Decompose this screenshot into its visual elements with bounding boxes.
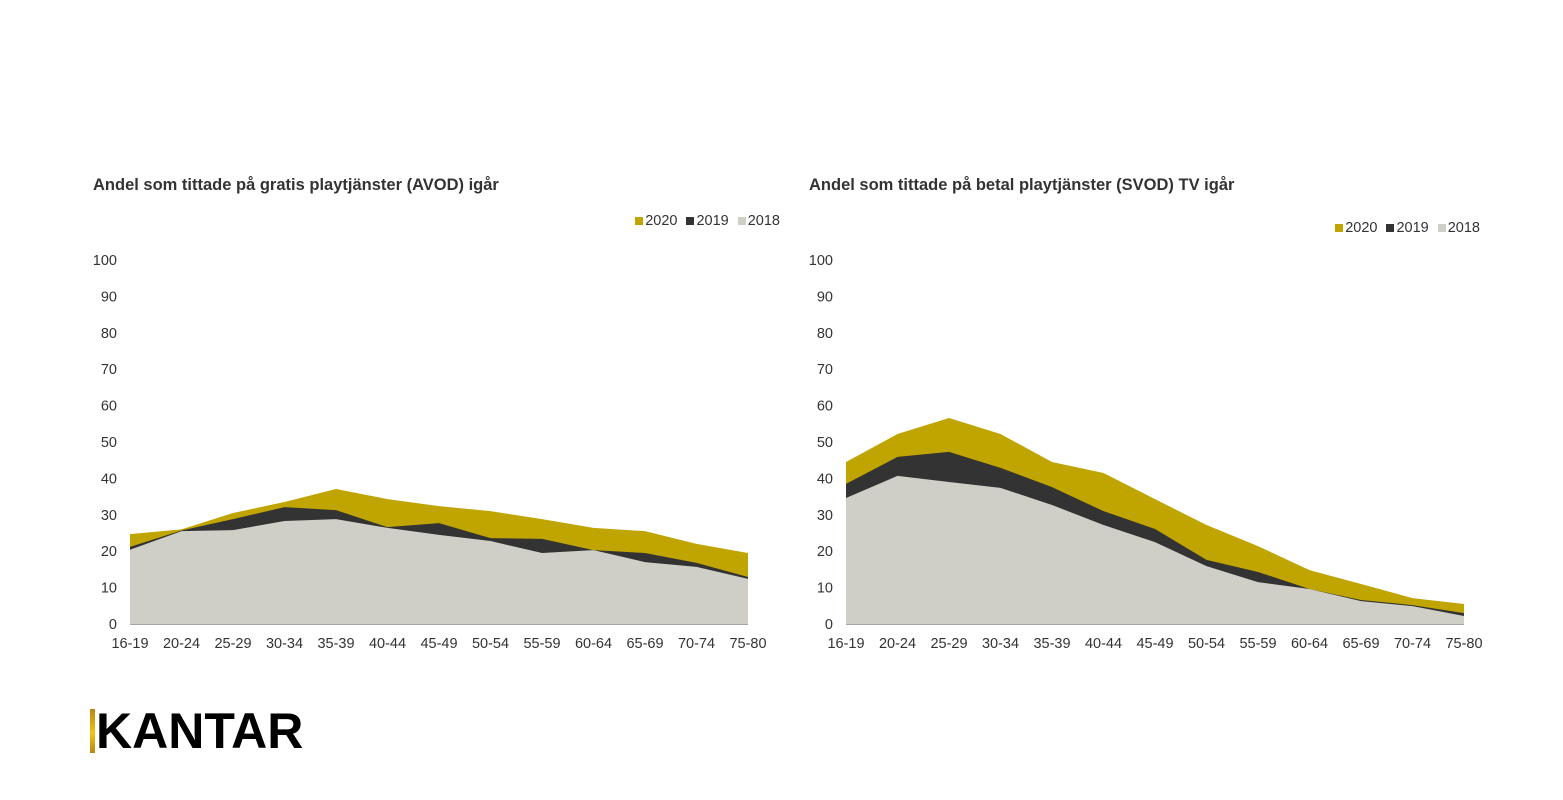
y-tick-label: 70 [101,362,117,378]
x-tick-label: 75-80 [729,636,766,652]
chart-title: Andel som tittade på gratis playtjänster… [93,176,499,194]
x-tick-label: 16-19 [111,636,148,652]
x-tick-label: 70-74 [678,636,715,652]
x-tick-label: 45-49 [420,636,457,652]
x-tick-label: 60-64 [1291,636,1328,652]
y-tick-label: 20 [101,544,117,560]
x-tick-label: 20-24 [163,636,200,652]
legend-item-2020: 2020 [1335,220,1377,236]
y-tick-label: 0 [825,617,833,633]
x-tick-label: 50-54 [1188,636,1225,652]
x-tick-label: 40-44 [369,636,406,652]
logo-text: KANTAR [96,703,304,759]
x-tick-label: 25-29 [930,636,967,652]
y-tick-label: 60 [817,399,833,415]
legend-swatch-2020 [1335,224,1344,232]
x-tick-label: 60-64 [575,636,612,652]
kantar-logo: KANTAR [90,706,303,756]
y-tick-label: 50 [101,435,117,451]
x-tick-label: 30-34 [982,636,1019,652]
legend-label: 2018 [747,213,780,229]
y-tick-label: 10 [817,581,833,597]
chart-legend: 2020 2019 2018 [635,213,780,229]
x-tick-label: 55-59 [1239,636,1276,652]
area-series-2018 [846,475,1464,624]
x-tick-label: 65-69 [626,636,663,652]
svod-plot: 0 10 20 30 40 50 60 70 80 90 100 16-19 20-24 25-29 30-… [809,253,1483,652]
x-tick-label: 55-59 [523,636,560,652]
y-tick-label: 30 [101,508,117,524]
chart-legend: 2020 2019 2018 [1335,220,1480,236]
logo-accent-bar [90,709,95,753]
y-tick-label: 90 [817,289,833,305]
y-tick-label: 60 [101,399,117,415]
x-tick-label: 16-19 [827,636,864,652]
x-tick-label: 70-74 [1394,636,1431,652]
y-tick-label: 70 [817,362,833,378]
x-tick-label: 35-39 [1033,636,1070,652]
legend-label: 2019 [1396,220,1429,236]
y-tick-label: 40 [817,471,833,487]
y-tick-label: 100 [93,253,117,269]
y-tick-label: 50 [817,435,833,451]
svod-chart: Andel som tittade på betal playtjänster … [806,170,1506,660]
legend-item-2018: 2018 [1437,220,1480,236]
legend-item-2020: 2020 [635,213,677,229]
avod-plot: 0 10 20 30 40 50 60 70 80 90 100 16-19 20-24 25-29 30-… [93,253,767,652]
legend-label: 2020 [1345,220,1378,236]
x-tick-label: 30-34 [266,636,303,652]
y-tick-label: 90 [101,289,117,305]
x-tick-label: 20-24 [879,636,916,652]
y-tick-label: 100 [809,253,833,269]
y-tick-label: 20 [817,544,833,560]
legend-swatch-2019 [686,217,695,225]
chart-title: Andel som tittade på betal playtjänster … [809,176,1235,194]
legend-swatch-2018 [1437,224,1446,232]
legend-item-2019: 2019 [686,213,729,229]
x-tick-label: 50-54 [472,636,509,652]
y-tick-label: 30 [817,508,833,524]
legend-label: 2018 [1447,220,1480,236]
legend-swatch-2020 [635,217,644,225]
y-tick-label: 0 [109,617,117,633]
legend-swatch-2019 [1386,224,1395,232]
area-series-2018 [130,519,748,624]
x-tick-label: 40-44 [1085,636,1122,652]
y-tick-label: 80 [817,326,833,342]
avod-chart: Andel som tittade på gratis playtjänster… [90,170,790,660]
y-tick-label: 10 [101,581,117,597]
x-tick-label: 35-39 [317,636,354,652]
legend-label: 2020 [645,213,678,229]
y-tick-label: 80 [101,326,117,342]
legend-item-2018: 2018 [737,213,780,229]
legend-label: 2019 [696,213,729,229]
x-tick-label: 75-80 [1445,636,1482,652]
legend-swatch-2018 [737,217,746,225]
x-tick-label: 25-29 [214,636,251,652]
y-tick-label: 40 [101,471,117,487]
x-tick-label: 65-69 [1342,636,1379,652]
x-tick-label: 45-49 [1136,636,1173,652]
legend-item-2019: 2019 [1386,220,1429,236]
